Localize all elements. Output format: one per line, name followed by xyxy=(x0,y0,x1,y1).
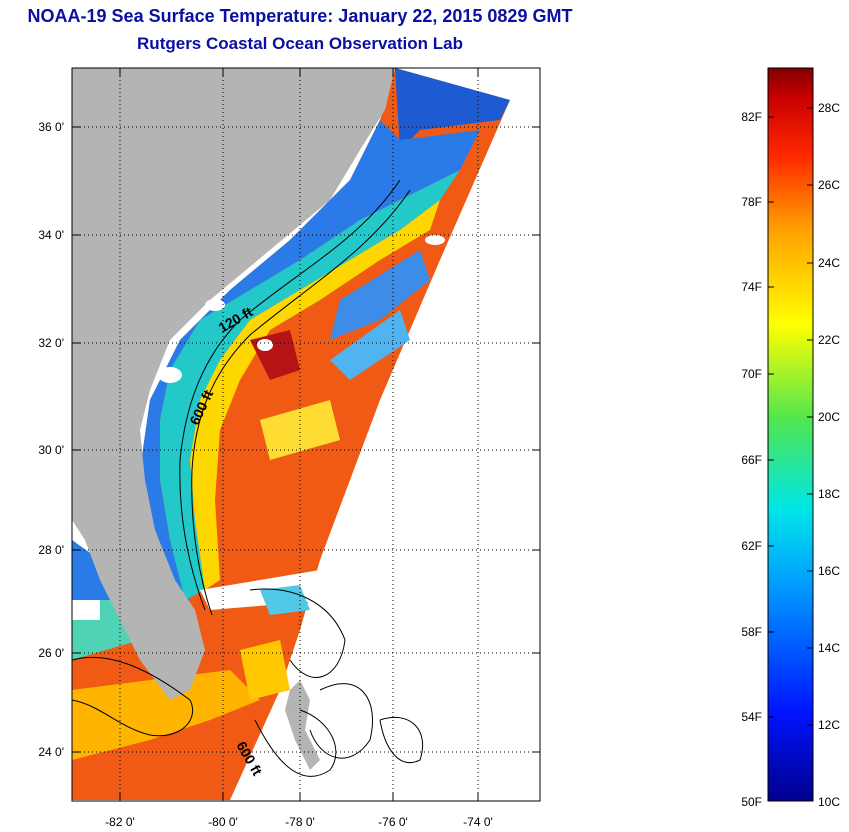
colorbar-label-26c: 26C xyxy=(818,178,840,192)
colorbar-label-20c: 20C xyxy=(818,410,840,424)
lon-label-82: -82 0' xyxy=(105,815,135,829)
axis-ticks xyxy=(72,68,540,801)
lat-label-32: 32 0' xyxy=(38,336,64,350)
colorbar-label-50f: 50F xyxy=(741,795,762,809)
colorbar-label-62f: 62F xyxy=(741,539,762,553)
lat-label-28: 28 0' xyxy=(38,543,64,557)
lon-label-76: -76 0' xyxy=(378,815,408,829)
lat-label-26: 26 0' xyxy=(38,646,64,660)
color-bar xyxy=(767,67,814,802)
colorbar-label-28c: 28C xyxy=(818,101,840,115)
colorbar-label-14c: 14C xyxy=(818,641,840,655)
cloud-gaps xyxy=(158,235,458,383)
colorbar-label-78f: 78F xyxy=(741,195,762,209)
lon-label-74: -74 0' xyxy=(463,815,493,829)
lat-label-30: 30 0' xyxy=(38,443,64,457)
colorbar-label-24c: 24C xyxy=(818,256,840,270)
colorbar-label-18c: 18C xyxy=(818,487,840,501)
colorbar-label-66f: 66F xyxy=(741,453,762,467)
map-subtitle: Rutgers Coastal Ocean Observation Lab xyxy=(137,34,463,53)
bahamas-land xyxy=(285,680,320,770)
lon-label-80: -80 0' xyxy=(208,815,238,829)
colorbar-label-70f: 70F xyxy=(741,367,762,381)
lat-label-36: 36 0' xyxy=(38,120,64,134)
colorbar-label-10c: 10C xyxy=(818,795,840,809)
bathymetry-contours xyxy=(72,179,424,777)
lat-label-24: 24 0' xyxy=(38,745,64,759)
lon-label-78: -78 0' xyxy=(285,815,315,829)
map-title: NOAA-19 Sea Surface Temperature: January… xyxy=(27,6,573,26)
colorbar-label-12c: 12C xyxy=(818,718,840,732)
land-mass xyxy=(72,68,395,700)
colorbar-label-22c: 22C xyxy=(818,333,840,347)
map-plot-area: 120 ft 600 ft 600 ft xyxy=(72,68,540,801)
map-frame xyxy=(71,67,541,802)
colorbar-label-82f: 82F xyxy=(741,110,762,124)
colorbar-label-58f: 58F xyxy=(741,625,762,639)
colorbar-label-54f: 54F xyxy=(741,710,762,724)
color-bar-ticks xyxy=(768,107,813,726)
colorbar-label-74f: 74F xyxy=(741,280,762,294)
lat-label-34: 34 0' xyxy=(38,228,64,242)
colorbar-label-16c: 16C xyxy=(818,564,840,578)
